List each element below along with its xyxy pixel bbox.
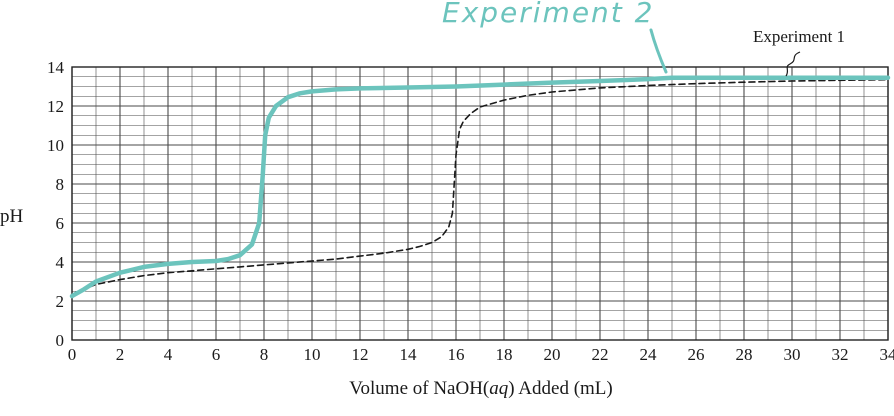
y-axis-title: pH xyxy=(0,206,24,227)
x-axis-title: Volume of NaOH(aq) Added (mL) xyxy=(349,378,613,399)
x-tick-label: 0 xyxy=(68,345,77,364)
y-tick-label: 6 xyxy=(56,214,65,233)
x-tick-label: 12 xyxy=(352,345,369,364)
x-tick-label: 2 xyxy=(116,345,125,364)
experiment-2-curve xyxy=(69,75,891,299)
x-axis-ticks: 0 2 4 6 8 10 12 14 16 18 20 22 24 26 28 30 32 34 xyxy=(68,345,894,364)
experiment-1-curve xyxy=(71,78,889,298)
x-tick-label: 34 xyxy=(880,345,894,364)
x-tick-label: 10 xyxy=(304,345,321,364)
x-tick-label: 6 xyxy=(212,345,221,364)
experiment-2-label: Experiment 2 xyxy=(442,0,655,29)
y-axis-ticks: 0 2 4 6 8 10 12 14 xyxy=(47,58,65,350)
x-tick-label: 14 xyxy=(400,345,418,364)
x-tick-label: 30 xyxy=(784,345,801,364)
y-tick-label: 2 xyxy=(56,292,65,311)
x-tick-label: 4 xyxy=(164,345,173,364)
x-tick-label: 8 xyxy=(260,345,269,364)
experiment-1-label: Experiment 1 xyxy=(753,27,845,46)
y-tick-label: 12 xyxy=(47,97,64,116)
plot-frame xyxy=(71,66,889,341)
x-tick-label: 22 xyxy=(592,345,609,364)
series-layer xyxy=(69,75,891,299)
y-tick-label: 10 xyxy=(47,136,64,155)
y-tick-label: 4 xyxy=(56,253,65,272)
x-tick-label: 18 xyxy=(496,345,513,364)
x-tick-label: 16 xyxy=(448,345,465,364)
x-tick-label: 32 xyxy=(832,345,849,364)
y-tick-label: 8 xyxy=(56,175,65,194)
grid xyxy=(71,66,889,341)
x-tick-label: 26 xyxy=(688,345,705,364)
experiment-2-arrow xyxy=(649,28,668,74)
x-tick-label: 24 xyxy=(640,345,658,364)
y-tick-label: 14 xyxy=(47,58,65,77)
x-tick-label: 28 xyxy=(736,345,753,364)
x-tick-label: 20 xyxy=(544,345,561,364)
experiment-1-pointer xyxy=(785,51,801,77)
y-tick-label: 0 xyxy=(56,331,65,350)
